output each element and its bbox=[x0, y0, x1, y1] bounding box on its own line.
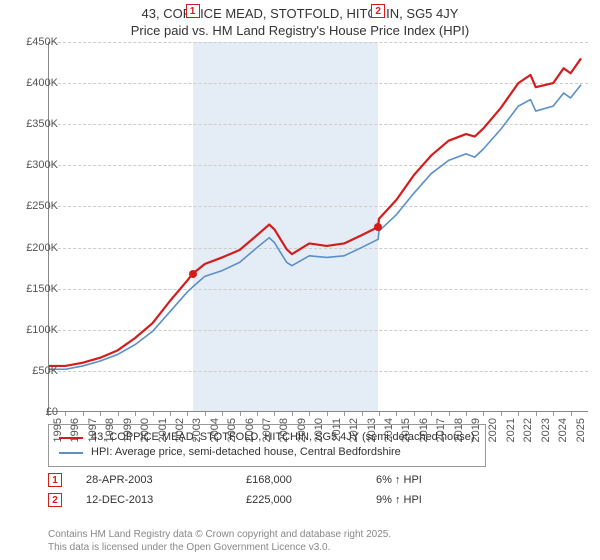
legend-label: HPI: Average price, semi-detached house,… bbox=[91, 445, 401, 460]
x-tick bbox=[327, 412, 328, 416]
x-tick bbox=[135, 412, 136, 416]
marker-badge: 2 bbox=[48, 493, 62, 507]
sale-date: 12-DEC-2013 bbox=[86, 494, 246, 506]
x-tick bbox=[553, 412, 554, 416]
x-tick bbox=[414, 412, 415, 416]
x-tick bbox=[170, 412, 171, 416]
y-tick-label: £450K bbox=[26, 36, 58, 48]
marker-label-box: 2 bbox=[371, 4, 385, 18]
legend-label: 43, COPPICE MEAD, STOTFOLD, HITCHIN, SG5… bbox=[91, 430, 475, 445]
x-tick bbox=[571, 412, 572, 416]
x-tick-label: 2024 bbox=[557, 418, 569, 442]
x-tick bbox=[431, 412, 432, 416]
x-tick bbox=[100, 412, 101, 416]
y-tick-label: £100K bbox=[26, 324, 58, 336]
legend-row: 43, COPPICE MEAD, STOTFOLD, HITCHIN, SG5… bbox=[59, 430, 475, 445]
x-tick bbox=[379, 412, 380, 416]
y-axis bbox=[48, 42, 49, 412]
y-tick-label: £250K bbox=[26, 200, 58, 212]
x-tick bbox=[205, 412, 206, 416]
title-line-2: Price paid vs. HM Land Registry's House … bbox=[0, 23, 600, 40]
x-tick-label: 2020 bbox=[487, 418, 499, 442]
series-price_paid bbox=[48, 58, 581, 366]
x-tick bbox=[257, 412, 258, 416]
y-tick-label: £0 bbox=[46, 406, 58, 418]
x-tick bbox=[65, 412, 66, 416]
marker-badge: 1 bbox=[48, 473, 62, 487]
x-tick-label: 2023 bbox=[540, 418, 552, 442]
x-tick bbox=[240, 412, 241, 416]
y-tick-label: £150K bbox=[26, 283, 58, 295]
marker-dot bbox=[374, 223, 382, 231]
x-tick bbox=[466, 412, 467, 416]
copyright-line: Contains HM Land Registry data © Crown c… bbox=[48, 528, 391, 541]
x-tick bbox=[483, 412, 484, 416]
x-tick bbox=[449, 412, 450, 416]
legend-row: HPI: Average price, semi-detached house,… bbox=[59, 445, 475, 460]
x-tick bbox=[292, 412, 293, 416]
legend-swatch bbox=[59, 452, 83, 454]
x-tick bbox=[274, 412, 275, 416]
legend: 43, COPPICE MEAD, STOTFOLD, HITCHIN, SG5… bbox=[48, 424, 486, 467]
footer-row: 2 12-DEC-2013 £225,000 9% ↑ HPI bbox=[48, 490, 588, 510]
x-tick-label: 2021 bbox=[505, 418, 517, 442]
copyright-line: This data is licensed under the Open Gov… bbox=[48, 541, 391, 554]
title-line-1: 43, COPPICE MEAD, STOTFOLD, HITCHIN, SG5… bbox=[0, 6, 600, 23]
x-tick bbox=[344, 412, 345, 416]
title-block: 43, COPPICE MEAD, STOTFOLD, HITCHIN, SG5… bbox=[0, 0, 600, 40]
x-tick bbox=[83, 412, 84, 416]
footer-table: 1 28-APR-2003 £168,000 6% ↑ HPI 2 12-DEC… bbox=[48, 470, 588, 510]
chart-container: 43, COPPICE MEAD, STOTFOLD, HITCHIN, SG5… bbox=[0, 0, 600, 560]
marker-label-box: 1 bbox=[186, 4, 200, 18]
x-tick bbox=[309, 412, 310, 416]
x-tick bbox=[187, 412, 188, 416]
y-tick-label: £300K bbox=[26, 159, 58, 171]
sale-price: £225,000 bbox=[246, 494, 376, 506]
x-tick bbox=[501, 412, 502, 416]
y-tick-label: £400K bbox=[26, 77, 58, 89]
x-axis bbox=[48, 411, 588, 412]
y-tick-label: £200K bbox=[26, 242, 58, 254]
x-tick bbox=[362, 412, 363, 416]
series-hpi bbox=[48, 85, 581, 369]
x-tick bbox=[396, 412, 397, 416]
footer-row: 1 28-APR-2003 £168,000 6% ↑ HPI bbox=[48, 470, 588, 490]
marker-dot bbox=[189, 270, 197, 278]
x-tick bbox=[118, 412, 119, 416]
sale-delta: 9% ↑ HPI bbox=[376, 494, 476, 506]
y-tick-label: £350K bbox=[26, 118, 58, 130]
plot-area: 12 bbox=[48, 42, 588, 412]
x-tick bbox=[153, 412, 154, 416]
legend-swatch bbox=[59, 437, 83, 439]
copyright: Contains HM Land Registry data © Crown c… bbox=[48, 528, 391, 554]
y-tick-label: £50K bbox=[32, 365, 58, 377]
x-tick-label: 2022 bbox=[522, 418, 534, 442]
sale-delta: 6% ↑ HPI bbox=[376, 474, 476, 486]
x-tick bbox=[518, 412, 519, 416]
x-tick bbox=[222, 412, 223, 416]
sale-price: £168,000 bbox=[246, 474, 376, 486]
x-tick bbox=[536, 412, 537, 416]
sale-date: 28-APR-2003 bbox=[86, 474, 246, 486]
line-svg bbox=[48, 42, 588, 412]
x-tick-label: 2025 bbox=[575, 418, 587, 442]
